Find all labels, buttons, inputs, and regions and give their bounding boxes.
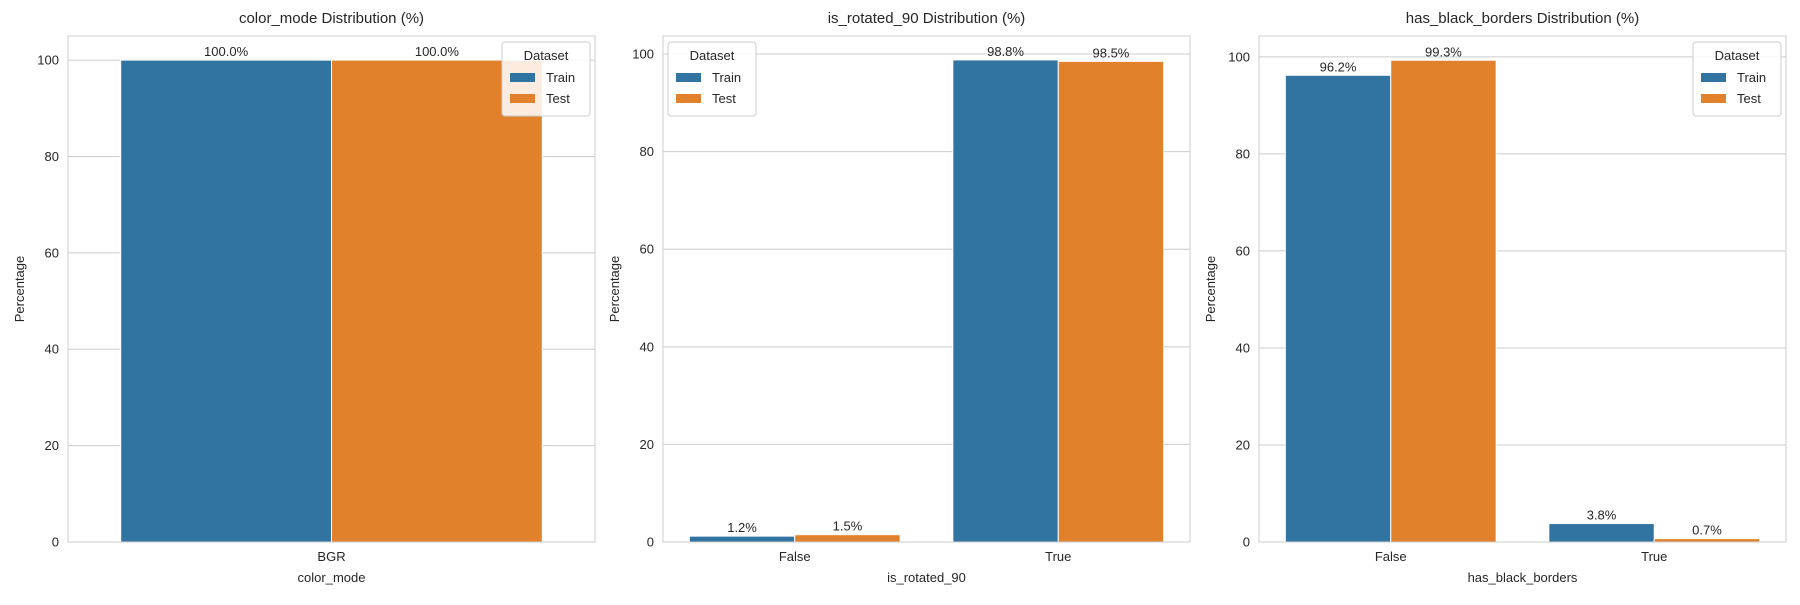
y-tick-label: 20 [640, 437, 654, 452]
x-axis-label: is_rotated_90 [887, 570, 966, 585]
y-tick-label: 0 [647, 535, 654, 550]
y-tick-label: 60 [1236, 243, 1250, 258]
bar-test-true [1653, 538, 1761, 543]
chart-panel-3: 96.2% 3.8% 99.3% 0.7% 0 20 40 60 80 100 False True h… [1203, 10, 1787, 585]
x-tick-label: False [779, 549, 811, 564]
y-tick-label: 80 [45, 149, 59, 164]
legend-label-train: Train [546, 70, 575, 85]
y-tick-label: 80 [640, 144, 654, 159]
legend-label-train: Train [712, 70, 741, 85]
legend-label-test: Test [546, 91, 570, 106]
legend-swatch-test [676, 94, 701, 103]
legend: Dataset Train Test [1692, 41, 1782, 117]
legend-title: Dataset [1715, 48, 1760, 63]
bar-train-true [952, 59, 1059, 543]
chart-title: color_mode Distribution (%) [239, 10, 424, 27]
y-tick-label: 60 [640, 242, 654, 257]
legend-label-test: Test [712, 91, 736, 106]
x-tick-label: True [1641, 549, 1667, 564]
y-axis-label: Percentage [607, 256, 622, 323]
bar-train-bgr [120, 59, 332, 543]
bar-train-true [1548, 523, 1655, 543]
y-axis-label: Percentage [12, 256, 27, 323]
bar-value-label: 1.2% [727, 520, 757, 535]
legend-swatch-train [676, 73, 701, 82]
y-tick-label: 20 [45, 438, 59, 453]
bar-value-label: 1.5% [833, 519, 863, 534]
y-tick-label: 100 [632, 47, 654, 62]
chart-panel-2: 1.2% 98.8% 1.5% 98.5% 0 20 40 60 80 100 False True i… [607, 10, 1191, 585]
y-tick-label: 0 [52, 535, 59, 550]
bar-value-label: 99.3% [1425, 44, 1462, 59]
bar-value-label: 96.2% [1320, 59, 1357, 74]
legend-swatch-test [1701, 94, 1726, 103]
chart-title: is_rotated_90 Distribution (%) [828, 10, 1026, 27]
y-tick-label: 100 [1228, 49, 1250, 64]
legend-label-test: Test [1737, 91, 1761, 106]
legend: Dataset Train Test [501, 41, 591, 117]
legend-swatch-train [1701, 73, 1726, 82]
plot-frame [662, 35, 1191, 543]
legend-title: Dataset [690, 48, 735, 63]
bar-test-false [794, 534, 901, 543]
chart-title: has_black_borders Distribution (%) [1406, 10, 1639, 27]
bar-value-label: 98.5% [1093, 45, 1130, 60]
legend: Dataset Train Test [667, 41, 757, 117]
bar-test-bgr [331, 59, 543, 543]
bar-value-label: 100.0% [415, 44, 460, 59]
y-tick-label: 40 [1236, 340, 1250, 355]
y-tick-label: 20 [1236, 437, 1250, 452]
bar-value-label: 0.7% [1692, 523, 1722, 538]
x-axis-label: has_black_borders [1468, 570, 1578, 585]
y-tick-label: 40 [45, 342, 59, 357]
y-axis-label: Percentage [1203, 256, 1218, 323]
bar-test-true [1057, 60, 1165, 543]
x-tick-label: BGR [317, 549, 345, 564]
x-axis-label: color_mode [298, 570, 366, 585]
legend-title: Dataset [524, 48, 569, 63]
legend-swatch-test [510, 94, 535, 103]
y-tick-label: 80 [1236, 146, 1250, 161]
x-tick-label: True [1045, 549, 1071, 564]
x-tick-label: False [1375, 549, 1407, 564]
legend-label-train: Train [1737, 70, 1766, 85]
bar-train-false [1284, 74, 1392, 543]
bar-value-label: 100.0% [204, 44, 249, 59]
y-tick-label: 40 [640, 339, 654, 354]
bar-value-label: 98.8% [987, 44, 1024, 59]
bar-train-false [688, 535, 796, 543]
y-tick-label: 60 [45, 245, 59, 260]
y-tick-label: 0 [1243, 535, 1250, 550]
bar-test-false [1390, 59, 1497, 543]
chart-panel-1: 100.0% 100.0% 0 20 40 60 80 100 BGR color_mode Di… [12, 10, 596, 585]
legend-swatch-train [510, 73, 535, 82]
y-tick-label: 100 [37, 53, 59, 68]
bar-value-label: 3.8% [1587, 508, 1617, 523]
plot-frame [1258, 35, 1787, 543]
plot-frame [67, 35, 596, 543]
